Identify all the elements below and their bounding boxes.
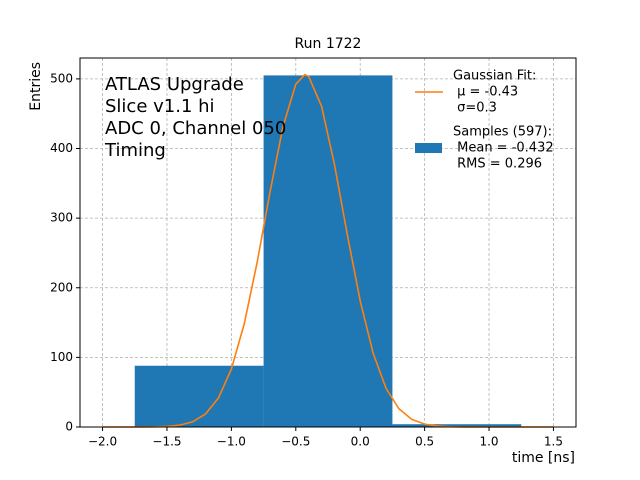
y-tick-label: 0 [65,420,73,434]
x-tick-label: −2.0 [88,435,117,449]
legend-label: Mean = -0.432 [453,141,554,156]
legend-label: σ=0.3 [453,101,497,116]
x-tick-label: 1.0 [479,435,498,449]
y-tick-label: 400 [50,141,73,155]
legend-label: μ = -0.43 [453,85,518,100]
annotation: ADC 0, Channel 050 [105,118,286,139]
annotation: Timing [104,140,166,161]
chart-title: Run 1722 [295,36,362,52]
legend-swatch [415,143,442,153]
y-tick-label: 200 [50,280,73,294]
x-axis-label: time [ns] [512,450,575,466]
legend-label: Samples (597): [453,125,552,140]
x-tick-label: 1.5 [544,435,563,449]
y-axis-label: Entries [28,62,44,111]
axes-frame [79,57,577,428]
x-tick-label: 0.0 [351,435,370,449]
x-tick-label: −0.5 [281,435,310,449]
annotation: ATLAS Upgrade [105,74,244,95]
plot-area [80,58,576,428]
y-tick-label: 100 [50,350,73,364]
annotation: Slice v1.1 hi [105,96,215,117]
legend-label: Gaussian Fit: [453,69,536,84]
x-tick-label: −1.0 [217,435,246,449]
y-tick-label: 500 [50,71,73,85]
y-tick-label: 300 [50,211,73,225]
x-tick-label: −1.5 [152,435,181,449]
bar [134,365,264,427]
bar [392,424,522,427]
x-tick-label: 0.5 [415,435,434,449]
legend-label: RMS = 0.296 [453,157,542,172]
